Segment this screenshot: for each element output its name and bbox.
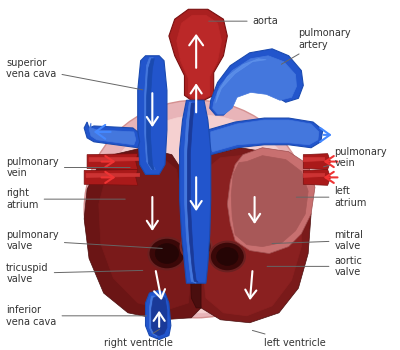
Polygon shape	[303, 158, 325, 162]
Polygon shape	[144, 58, 155, 169]
Polygon shape	[196, 148, 311, 323]
Text: pulmonary
artery: pulmonary artery	[281, 28, 351, 64]
Text: mitral
valve: mitral valve	[272, 230, 363, 251]
Ellipse shape	[99, 115, 303, 313]
Polygon shape	[87, 154, 138, 169]
Polygon shape	[231, 156, 308, 247]
Polygon shape	[86, 174, 140, 177]
Ellipse shape	[84, 100, 308, 318]
Polygon shape	[202, 155, 301, 316]
Polygon shape	[151, 296, 167, 336]
Text: aortic
valve: aortic valve	[267, 256, 362, 277]
Polygon shape	[180, 100, 211, 283]
Text: right ventricle: right ventricle	[104, 329, 172, 348]
Ellipse shape	[217, 247, 238, 265]
Polygon shape	[216, 59, 266, 103]
Ellipse shape	[180, 233, 212, 260]
Polygon shape	[99, 158, 191, 310]
Ellipse shape	[186, 238, 206, 255]
Polygon shape	[150, 296, 157, 337]
Text: pulmonary
vein: pulmonary vein	[324, 147, 387, 168]
Polygon shape	[210, 49, 303, 115]
Polygon shape	[303, 174, 325, 177]
Ellipse shape	[210, 241, 245, 271]
Polygon shape	[227, 148, 315, 253]
Polygon shape	[89, 123, 136, 145]
Polygon shape	[146, 290, 171, 340]
Polygon shape	[303, 154, 330, 169]
Polygon shape	[177, 15, 222, 98]
Polygon shape	[189, 150, 201, 308]
Text: aorta: aorta	[209, 16, 278, 26]
Polygon shape	[208, 118, 323, 155]
Ellipse shape	[155, 244, 179, 264]
Polygon shape	[146, 59, 154, 169]
Polygon shape	[84, 169, 138, 185]
Polygon shape	[84, 122, 140, 148]
Polygon shape	[187, 103, 198, 282]
Text: pulmonary
vein: pulmonary vein	[6, 157, 130, 178]
Text: left ventricle: left ventricle	[252, 330, 326, 348]
Polygon shape	[184, 102, 196, 283]
Text: left
atrium: left atrium	[296, 186, 367, 208]
Ellipse shape	[148, 238, 186, 270]
Text: inferior
vena cava: inferior vena cava	[6, 305, 147, 327]
Polygon shape	[210, 120, 319, 152]
Polygon shape	[138, 56, 167, 174]
Text: right
atrium: right atrium	[6, 188, 125, 210]
Polygon shape	[89, 158, 140, 162]
Text: tricuspid
valve: tricuspid valve	[6, 262, 143, 284]
Polygon shape	[213, 56, 296, 114]
Text: superior
vena cava: superior vena cava	[6, 58, 143, 90]
Polygon shape	[303, 169, 330, 185]
Polygon shape	[169, 9, 227, 100]
Text: pulmonary
valve: pulmonary valve	[6, 230, 162, 251]
Polygon shape	[84, 148, 201, 320]
